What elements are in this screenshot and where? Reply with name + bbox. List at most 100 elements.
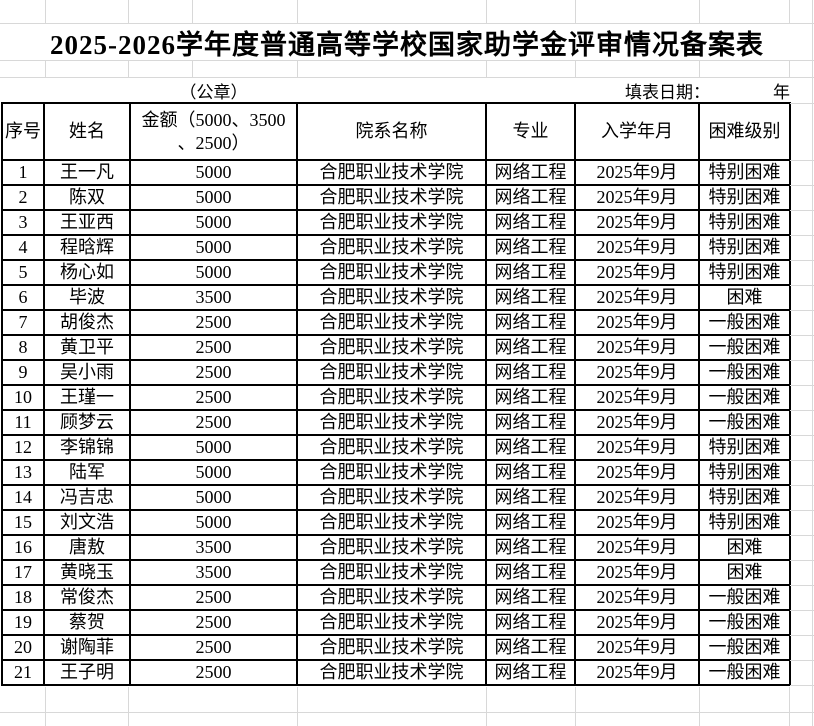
cell-department[interactable]: 合肥职业技术学院 (296, 334, 487, 361)
cell-department[interactable]: 合肥职业技术学院 (296, 584, 487, 611)
cell-enroll-date[interactable]: 2025年9月 (574, 184, 700, 211)
cell-name[interactable]: 黄卫平 (43, 334, 131, 361)
cell-index[interactable]: 14 (1, 484, 45, 511)
cell-department[interactable]: 合肥职业技术学院 (296, 409, 487, 436)
cell-index[interactable]: 18 (1, 584, 45, 611)
cell-major[interactable]: 网络工程 (485, 259, 576, 286)
cell-enroll-date[interactable]: 2025年9月 (574, 259, 700, 286)
cell-department[interactable]: 合肥职业技术学院 (296, 659, 487, 686)
cell-index[interactable]: 19 (1, 609, 45, 636)
cell-department[interactable]: 合肥职业技术学院 (296, 284, 487, 311)
cell-name[interactable]: 胡俊杰 (43, 309, 131, 336)
cell-index[interactable]: 16 (1, 534, 45, 561)
cell-amount[interactable]: 5000 (129, 509, 298, 536)
cell-difficulty-level[interactable]: 特别困难 (698, 159, 791, 186)
cell-amount[interactable]: 2500 (129, 384, 298, 411)
cell-amount[interactable]: 5000 (129, 159, 298, 186)
cell-enroll-date[interactable]: 2025年9月 (574, 609, 700, 636)
cell-name[interactable]: 吴小雨 (43, 359, 131, 386)
cell-amount[interactable]: 2500 (129, 659, 298, 686)
cell-name[interactable]: 杨心如 (43, 259, 131, 286)
cell-name[interactable]: 陆军 (43, 459, 131, 486)
cell-major[interactable]: 网络工程 (485, 534, 576, 561)
cell-department[interactable]: 合肥职业技术学院 (296, 159, 487, 186)
cell-index[interactable]: 6 (1, 284, 45, 311)
cell-difficulty-level[interactable]: 特别困难 (698, 509, 791, 536)
cell-difficulty-level[interactable]: 困难 (698, 559, 791, 586)
cell-name[interactable]: 冯吉忠 (43, 484, 131, 511)
cell-name[interactable]: 王亚西 (43, 209, 131, 236)
cell-difficulty-level[interactable]: 特别困难 (698, 434, 791, 461)
cell-amount[interactable]: 2500 (129, 359, 298, 386)
cell-index[interactable]: 4 (1, 234, 45, 261)
cell-enroll-date[interactable]: 2025年9月 (574, 559, 700, 586)
cell-enroll-date[interactable]: 2025年9月 (574, 534, 700, 561)
cell-major[interactable]: 网络工程 (485, 459, 576, 486)
cell-amount[interactable]: 2500 (129, 409, 298, 436)
cell-name[interactable]: 王一凡 (43, 159, 131, 186)
cell-amount[interactable]: 5000 (129, 184, 298, 211)
cell-major[interactable]: 网络工程 (485, 584, 576, 611)
cell-index[interactable]: 9 (1, 359, 45, 386)
cell-department[interactable]: 合肥职业技术学院 (296, 509, 487, 536)
cell-amount[interactable]: 2500 (129, 634, 298, 661)
cell-difficulty-level[interactable]: 一般困难 (698, 309, 791, 336)
cell-index[interactable]: 2 (1, 184, 45, 211)
cell-enroll-date[interactable]: 2025年9月 (574, 634, 700, 661)
cell-department[interactable]: 合肥职业技术学院 (296, 534, 487, 561)
cell-enroll-date[interactable]: 2025年9月 (574, 334, 700, 361)
cell-major[interactable]: 网络工程 (485, 634, 576, 661)
cell-difficulty-level[interactable]: 特别困难 (698, 184, 791, 211)
cell-department[interactable]: 合肥职业技术学院 (296, 359, 487, 386)
cell-major[interactable]: 网络工程 (485, 309, 576, 336)
cell-amount[interactable]: 5000 (129, 459, 298, 486)
cell-department[interactable]: 合肥职业技术学院 (296, 259, 487, 286)
cell-index[interactable]: 5 (1, 259, 45, 286)
cell-name[interactable]: 陈双 (43, 184, 131, 211)
cell-major[interactable]: 网络工程 (485, 334, 576, 361)
cell-enroll-date[interactable]: 2025年9月 (574, 509, 700, 536)
cell-difficulty-level[interactable]: 一般困难 (698, 359, 791, 386)
cell-name[interactable]: 唐敖 (43, 534, 131, 561)
cell-major[interactable]: 网络工程 (485, 484, 576, 511)
cell-difficulty-level[interactable]: 特别困难 (698, 234, 791, 261)
cell-index[interactable]: 3 (1, 209, 45, 236)
cell-name[interactable]: 刘文浩 (43, 509, 131, 536)
cell-name[interactable]: 谢陶菲 (43, 634, 131, 661)
cell-difficulty-level[interactable]: 困难 (698, 534, 791, 561)
cell-major[interactable]: 网络工程 (485, 209, 576, 236)
cell-index[interactable]: 15 (1, 509, 45, 536)
cell-department[interactable]: 合肥职业技术学院 (296, 459, 487, 486)
cell-enroll-date[interactable]: 2025年9月 (574, 284, 700, 311)
cell-department[interactable]: 合肥职业技术学院 (296, 484, 487, 511)
cell-index[interactable]: 17 (1, 559, 45, 586)
cell-enroll-date[interactable]: 2025年9月 (574, 434, 700, 461)
cell-department[interactable]: 合肥职业技术学院 (296, 209, 487, 236)
cell-major[interactable]: 网络工程 (485, 184, 576, 211)
cell-name[interactable]: 毕波 (43, 284, 131, 311)
cell-department[interactable]: 合肥职业技术学院 (296, 384, 487, 411)
cell-enroll-date[interactable]: 2025年9月 (574, 409, 700, 436)
cell-enroll-date[interactable]: 2025年9月 (574, 159, 700, 186)
cell-major[interactable]: 网络工程 (485, 234, 576, 261)
cell-enroll-date[interactable]: 2025年9月 (574, 484, 700, 511)
cell-index[interactable]: 20 (1, 634, 45, 661)
cell-major[interactable]: 网络工程 (485, 509, 576, 536)
cell-name[interactable]: 王瑾一 (43, 384, 131, 411)
cell-department[interactable]: 合肥职业技术学院 (296, 434, 487, 461)
cell-department[interactable]: 合肥职业技术学院 (296, 234, 487, 261)
cell-department[interactable]: 合肥职业技术学院 (296, 559, 487, 586)
cell-difficulty-level[interactable]: 困难 (698, 284, 791, 311)
cell-enroll-date[interactable]: 2025年9月 (574, 309, 700, 336)
cell-major[interactable]: 网络工程 (485, 434, 576, 461)
cell-difficulty-level[interactable]: 一般困难 (698, 334, 791, 361)
cell-difficulty-level[interactable]: 一般困难 (698, 634, 791, 661)
cell-index[interactable]: 1 (1, 159, 45, 186)
cell-difficulty-level[interactable]: 一般困难 (698, 584, 791, 611)
cell-difficulty-level[interactable]: 一般困难 (698, 409, 791, 436)
cell-amount[interactable]: 2500 (129, 334, 298, 361)
cell-amount[interactable]: 2500 (129, 609, 298, 636)
cell-difficulty-level[interactable]: 一般困难 (698, 609, 791, 636)
cell-amount[interactable]: 2500 (129, 584, 298, 611)
cell-enroll-date[interactable]: 2025年9月 (574, 384, 700, 411)
